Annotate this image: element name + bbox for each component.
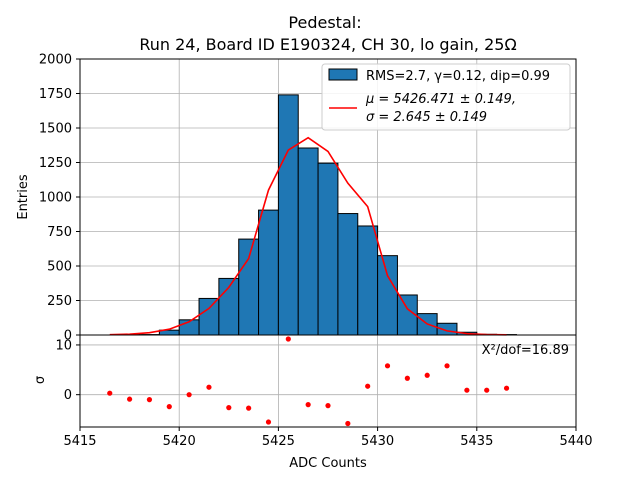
legend-label-fit-line1: μ = 5426.471 ± 0.149, [365,92,516,107]
histogram-ytick-label: 1750 [39,87,72,102]
histogram-ytick-label: 500 [47,260,72,275]
histogram-bar [317,162,339,336]
xtick-label: 5435 [460,434,493,449]
residual-point [186,392,192,398]
histogram-bar [297,147,319,336]
x-ticks: 5415 5420 5425 5430 5435 5440 [63,427,593,449]
x-axis-label: ADC Counts [289,456,367,471]
residual-points [107,336,510,427]
residual-point [265,419,272,425]
histogram-bar [258,209,279,336]
histogram-ytick-label: 1250 [39,156,72,171]
legend-label-histogram: RMS=2.7, γ=0.12, dip=0.99 [366,69,550,84]
histogram-panel: 0 250 500 750 1000 1250 1500 1750 2000 Entries R… [16,53,577,344]
histogram-ytick-label: 1000 [39,191,72,206]
xtick-label: 5415 [63,434,96,449]
xtick-label: 5425 [262,434,295,449]
residual-y-ticks: 0 10 [55,338,80,403]
histogram-ytick-label: 250 [47,294,72,309]
histogram-y-ticks: 0 250 500 750 1000 1250 1500 1750 2000 [39,53,80,344]
residual-point [107,390,113,396]
residual-point [484,387,490,393]
residual-point [444,363,450,369]
chi2-annotation: X²/dof=16.89 [482,343,569,358]
residual-point [285,336,291,342]
residual-point [325,403,331,409]
chart-title-line2: Run 24, Board ID E190324, CH 30, lo gain… [139,35,516,54]
residual-frame [79,334,577,428]
histogram-ytick-label: 0 [64,329,72,344]
residual-point [246,405,252,411]
residual-grid [79,335,577,427]
gaussian-fit-line [109,136,507,336]
xtick-label: 5420 [163,434,196,449]
residual-point [365,383,371,389]
residual-point [345,420,351,427]
histogram-y-axis-label: Entries [16,174,31,220]
residual-panel: 010 σ X²/dof=16.89 5415 5420 5425 5430 5435 5… [33,334,593,471]
histogram-ytick-label: 2000 [39,53,72,68]
residual-point [404,375,410,381]
histogram-bar [238,238,260,336]
histogram-bar [198,297,220,336]
chart-title-line1: Pedestal: [288,13,361,32]
residual-point [424,372,430,378]
residual-point [206,384,212,390]
fit-curve [109,136,507,336]
residual-ytick-label: 0 [64,388,72,403]
legend-patch-histogram [328,68,358,81]
residual-point [127,396,133,402]
residual-ytick-label: 10 [55,338,72,353]
xtick-label: 5430 [361,434,394,449]
legend: RMS=2.7, γ=0.12, dip=0.99 μ = 5426.471 ±… [321,63,571,131]
histogram-bar [277,94,299,336]
xtick-label: 5440 [559,434,592,449]
legend-frame [321,63,571,131]
residual-y-axis-label: σ [33,376,48,384]
residual-point [226,405,232,411]
residual-point [464,387,470,393]
histogram-ytick-label: 1500 [39,122,72,137]
residual-point [384,363,391,369]
legend-label-fit-line2: σ = 2.645 ± 0.149 [366,110,487,125]
residual-point [305,402,311,408]
histogram-bar [377,255,398,336]
histogram-bar [357,225,379,336]
histogram-bar [337,213,359,336]
histogram-ytick-label: 750 [47,225,72,240]
residual-point [166,404,172,410]
residual-point [503,385,510,391]
residual-point [146,397,153,403]
